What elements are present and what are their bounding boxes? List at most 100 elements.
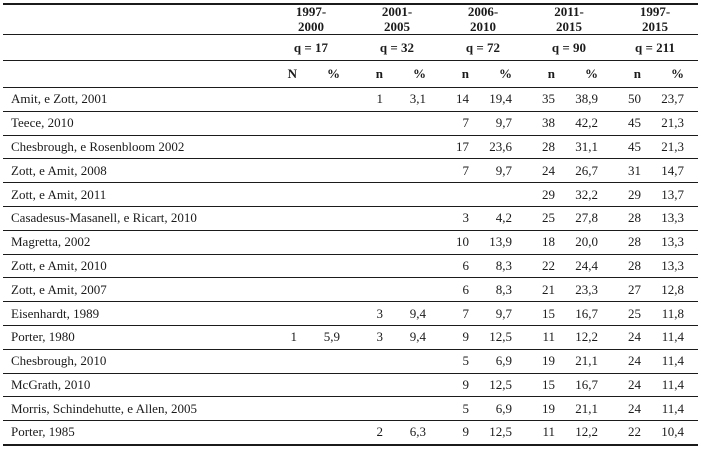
q-count-cell: q = 211 xyxy=(612,34,698,62)
pct-value-cell: 9,4 xyxy=(399,325,440,350)
pct-value-cell: 6,9 xyxy=(485,349,526,374)
n-value-cell xyxy=(354,396,399,422)
n-value-cell xyxy=(268,206,313,231)
pct-value-cell: 3,1 xyxy=(399,87,440,112)
table-row: Teece, 2010 7 9,7 38 42,2 45 21,3 xyxy=(3,111,698,136)
table-row: Eisenhardt, 1989 3 9,4 7 9,7 15 16,7 25 11,8 xyxy=(3,301,698,327)
study-name-cell: McGrath, 2010 xyxy=(3,373,268,398)
pct-value-cell: 11,8 xyxy=(657,301,698,327)
pct-value-cell: 13,3 xyxy=(657,206,698,231)
study-name-cell: Magretta, 2002 xyxy=(3,230,268,255)
pct-value-cell: 16,7 xyxy=(571,373,612,398)
n-value-cell xyxy=(268,111,313,136)
period-header-cell: 2006- 2010 xyxy=(440,4,526,36)
pct-value-cell: 31,1 xyxy=(571,135,612,160)
pct-value-cell: 23,6 xyxy=(485,135,526,160)
pct-value-cell xyxy=(399,373,440,398)
n-value-cell: 6 xyxy=(440,277,485,303)
pct-value-cell xyxy=(313,135,354,160)
pct-value-cell xyxy=(399,111,440,136)
pct-unit-header-cell: % xyxy=(657,60,698,89)
n-value-cell: 24 xyxy=(526,158,571,184)
study-name-cell: Chesbrough, 2010 xyxy=(3,349,268,374)
n-value-cell: 9 xyxy=(440,325,485,350)
n-value-cell: 28 xyxy=(612,230,657,255)
n-value-cell: 5 xyxy=(440,396,485,422)
pct-value-cell: 8,3 xyxy=(485,277,526,303)
pct-value-cell: 11,4 xyxy=(657,396,698,422)
pct-value-cell xyxy=(399,277,440,303)
pct-value-cell: 9,7 xyxy=(485,301,526,327)
pct-value-cell: 13,9 xyxy=(485,230,526,255)
pct-value-cell xyxy=(399,230,440,255)
n-value-cell: 1 xyxy=(268,325,313,350)
pct-value-cell: 23,7 xyxy=(657,87,698,112)
pct-value-cell xyxy=(399,206,440,231)
pct-value-cell xyxy=(313,206,354,231)
pct-value-cell xyxy=(485,182,526,208)
pct-value-cell xyxy=(399,349,440,374)
pct-value-cell: 21,3 xyxy=(657,111,698,136)
n-value-cell xyxy=(268,396,313,422)
pct-value-cell xyxy=(399,396,440,422)
study-name-cell: Teece, 2010 xyxy=(3,111,268,136)
study-name-cell: Casadesus-Masanell, e Ricart, 2010 xyxy=(3,206,268,231)
n-value-cell: 11 xyxy=(526,325,571,350)
q-header-row: q = 17 q = 32 q = 72 q = 90 q = 211 xyxy=(3,34,698,62)
n-value-cell: 3 xyxy=(440,206,485,231)
n-value-cell xyxy=(354,135,399,160)
period-header-cell: 1997- 2000 xyxy=(268,4,354,36)
citation-frequency-table: 1997- 2000 2001- 2005 2006- 2010 2011- 2015… xyxy=(3,3,698,446)
n-value-cell xyxy=(268,277,313,303)
pct-value-cell: 9,4 xyxy=(399,301,440,327)
corner-empty-cell xyxy=(3,4,268,36)
pct-value-cell: 11,4 xyxy=(657,373,698,398)
study-name-cell: Zott, e Amit, 2008 xyxy=(3,158,268,184)
n-value-cell xyxy=(268,420,313,446)
pct-value-cell xyxy=(313,182,354,208)
n-value-cell: 3 xyxy=(354,325,399,350)
table-header: 1997- 2000 2001- 2005 2006- 2010 2011- 2015… xyxy=(3,4,698,89)
pct-value-cell xyxy=(313,420,354,446)
pct-unit-header-cell: % xyxy=(485,60,526,89)
n-value-cell xyxy=(354,349,399,374)
n-value-cell: 27 xyxy=(612,277,657,303)
q-count-cell: q = 72 xyxy=(440,34,526,62)
table-row: Zott, e Amit, 2008 7 9,7 24 26,7 31 14,7 xyxy=(3,158,698,184)
study-name-cell: Zott, e Amit, 2010 xyxy=(3,254,268,279)
n-value-cell: 5 xyxy=(440,349,485,374)
pct-value-cell: 27,8 xyxy=(571,206,612,231)
period-header-cell: 2001- 2005 xyxy=(354,4,440,36)
n-unit-header-cell: n xyxy=(526,60,571,89)
pct-value-cell: 10,4 xyxy=(657,420,698,446)
n-value-cell xyxy=(268,230,313,255)
period-header-row: 1997- 2000 2001- 2005 2006- 2010 2011- 2015… xyxy=(3,4,698,36)
study-name-cell: Eisenhardt, 1989 xyxy=(3,301,268,327)
table-row: Amit, e Zott, 2001 1 3,1 14 19,4 35 38,9 50 23,7 xyxy=(3,87,698,112)
pct-value-cell: 12,2 xyxy=(571,325,612,350)
n-value-cell xyxy=(354,230,399,255)
n-value-cell: 21 xyxy=(526,277,571,303)
pct-value-cell: 12,5 xyxy=(485,325,526,350)
n-value-cell: 25 xyxy=(612,301,657,327)
pct-value-cell: 13,3 xyxy=(657,254,698,279)
pct-value-cell: 6,3 xyxy=(399,420,440,446)
pct-value-cell: 42,2 xyxy=(571,111,612,136)
n-value-cell: 15 xyxy=(526,373,571,398)
period-header-cell: 1997- 2015 xyxy=(612,4,698,36)
study-name-cell: Amit, e Zott, 2001 xyxy=(3,87,268,112)
pct-value-cell: 14,7 xyxy=(657,158,698,184)
n-value-cell: 18 xyxy=(526,230,571,255)
pct-value-cell: 12,5 xyxy=(485,420,526,446)
pct-value-cell: 12,2 xyxy=(571,420,612,446)
n-value-cell xyxy=(268,373,313,398)
pct-value-cell xyxy=(313,87,354,112)
pct-value-cell xyxy=(313,158,354,184)
pct-value-cell: 9,7 xyxy=(485,158,526,184)
pct-value-cell: 19,4 xyxy=(485,87,526,112)
n-value-cell xyxy=(268,254,313,279)
n-value-cell: 1 xyxy=(354,87,399,112)
n-unit-header-cell: n xyxy=(612,60,657,89)
study-name-cell: Porter, 1985 xyxy=(3,420,268,446)
